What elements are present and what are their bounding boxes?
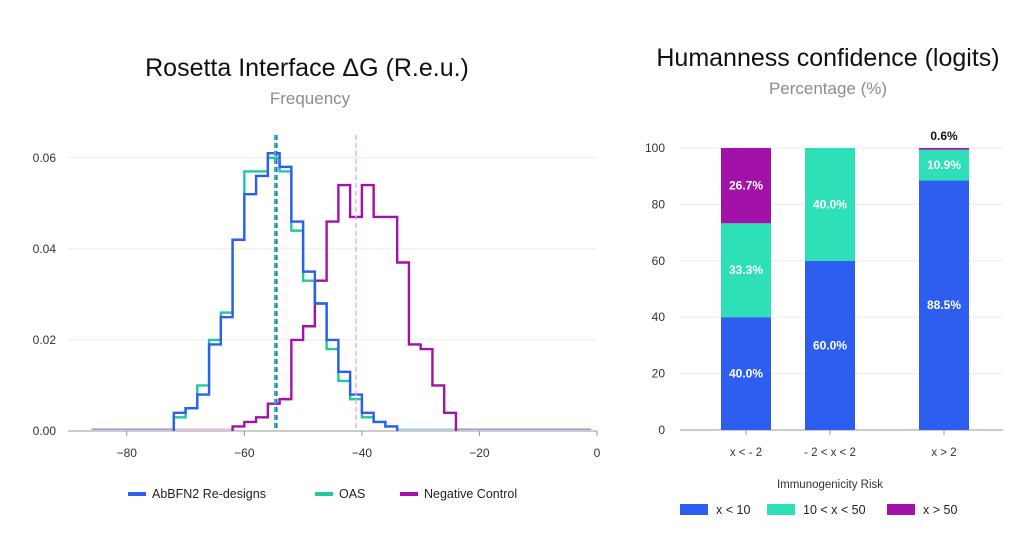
x-tick-label: 0 bbox=[594, 446, 601, 460]
y-tick-label: 60 bbox=[652, 254, 666, 268]
histogram-series-0 bbox=[172, 152, 399, 431]
bar-value-label: 10.9% bbox=[927, 158, 961, 172]
x-tick-label: −40 bbox=[352, 446, 373, 460]
left-chart-subtitle: Frequency bbox=[270, 89, 351, 108]
histogram-legend: AbBFN2 Re-designs OAS Negative Control bbox=[128, 487, 517, 501]
right-chart-subtitle: Percentage (%) bbox=[769, 79, 887, 98]
bar-value-label: 0.6% bbox=[930, 129, 958, 143]
bar-value-label: 40.0% bbox=[813, 197, 847, 211]
y-tick-label: 0.06 bbox=[33, 151, 57, 165]
right-chart-xlabel: Immunogenicity Risk bbox=[777, 479, 883, 491]
bar-value-label: 33.3% bbox=[729, 263, 763, 277]
y-tick-label: 20 bbox=[652, 367, 666, 381]
bar-segment bbox=[721, 148, 771, 224]
bar-segment bbox=[721, 223, 771, 318]
legend-label: 10 < x < 50 bbox=[803, 503, 866, 517]
y-tick-label: 0.02 bbox=[33, 333, 57, 347]
left-chart-title: Rosetta Interface ΔG (R.e.u.) bbox=[145, 54, 469, 82]
legend-swatch bbox=[680, 504, 708, 515]
bar-value-label: 40.0% bbox=[729, 367, 763, 381]
bar-segment bbox=[919, 149, 969, 181]
legend-label: Negative Control bbox=[424, 487, 517, 501]
bar-segment bbox=[919, 148, 969, 150]
bar-segment bbox=[805, 260, 855, 430]
bar-segment bbox=[919, 180, 969, 430]
stacked-bar-chart: 0 20 40 60 80 100 40.0% 33.3% 26.7% x < - 2 60.0% 4… bbox=[645, 129, 1003, 459]
bar-value-label: 88.5% bbox=[927, 298, 961, 312]
bar-segment bbox=[805, 148, 855, 261]
legend-label: x < 10 bbox=[716, 503, 750, 517]
histogram-series-1 bbox=[172, 156, 399, 431]
right-chart-title: Humanness confidence (logits) bbox=[656, 44, 999, 72]
x-tick-label: - 2 < x < 2 bbox=[804, 447, 856, 459]
x-tick-label: −20 bbox=[469, 446, 490, 460]
legend-swatch bbox=[767, 504, 795, 515]
x-tick-label: −60 bbox=[234, 446, 255, 460]
x-tick-label: −80 bbox=[117, 446, 138, 460]
x-tick-label: x < - 2 bbox=[730, 447, 762, 459]
legend-label: OAS bbox=[339, 487, 365, 501]
y-tick-label: 40 bbox=[652, 310, 666, 324]
y-tick-label: 100 bbox=[645, 141, 665, 155]
bar-value-label: 60.0% bbox=[813, 338, 847, 352]
bar-value-label: 26.7% bbox=[729, 179, 763, 193]
y-tick-label: 0 bbox=[658, 423, 665, 437]
legend-label: AbBFN2 Re-designs bbox=[152, 487, 266, 501]
y-tick-label: 0.00 bbox=[33, 424, 57, 438]
legend-label: x > 50 bbox=[923, 503, 957, 517]
legend-swatch bbox=[887, 504, 915, 515]
histogram-series-2 bbox=[231, 183, 458, 431]
y-tick-label: 80 bbox=[652, 197, 666, 211]
x-tick-label: x > 2 bbox=[931, 447, 956, 459]
stacked-bar-legend: x < 10 10 < x < 50 x > 50 bbox=[680, 503, 957, 517]
y-tick-label: 0.04 bbox=[33, 242, 57, 256]
histogram-chart: 0.00 0.02 0.04 0.06 −80 −60 −40 −20 0 bbox=[33, 135, 601, 460]
bar-segment bbox=[721, 317, 771, 430]
